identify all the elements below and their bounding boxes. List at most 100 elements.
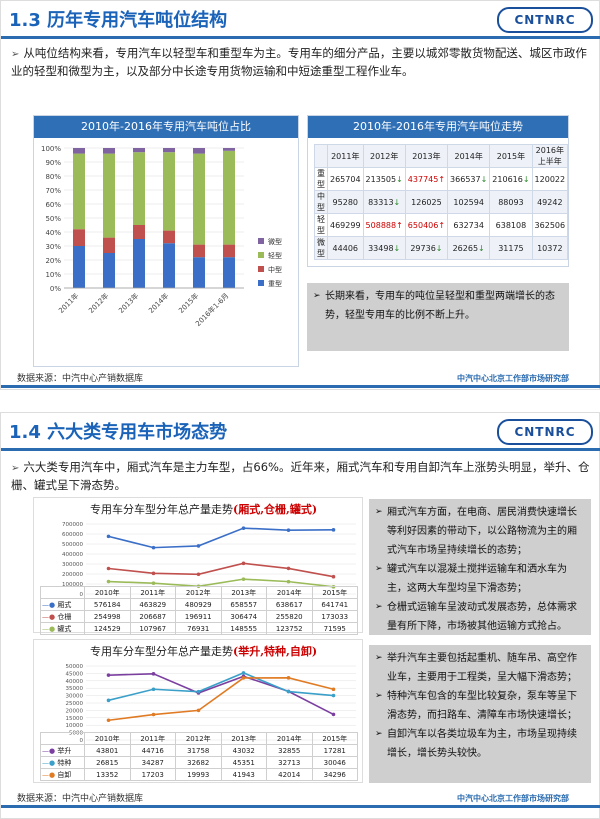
- table-cell: 10372: [531, 236, 569, 260]
- slide-six-categories: 1.4 六大类专用车市场态势 CNTNRC ➢ 六大类专用汽车中，厢式汽车是主力车…: [0, 412, 600, 819]
- table-corner: [40, 732, 85, 745]
- data-point: [331, 574, 336, 579]
- y-tick-label: 15000: [66, 716, 84, 722]
- row-label: 重型: [314, 167, 328, 191]
- data-point: [196, 572, 201, 577]
- table-header-row: 2011年 2012年 2013年 2014年 2015年 2016年上半年: [314, 144, 569, 168]
- legend-label: 中型: [268, 265, 282, 274]
- y-tick-label: 35000: [66, 686, 84, 692]
- data-label: 31758: [175, 744, 222, 757]
- arrow-down-icon: ↓: [480, 174, 488, 184]
- bullet-arrow-icon: ➢: [375, 691, 383, 701]
- y-tick-label: 20%: [45, 257, 61, 265]
- bar-segment: [133, 152, 145, 225]
- legend-swatch: [258, 266, 264, 272]
- bar-segment: [223, 244, 235, 258]
- bar-segment: [73, 148, 85, 154]
- data-label: 45351: [220, 756, 267, 769]
- bullet-content: 从吨位结构来看，专用汽车以轻型车和重型车为主。专用车的细分产品，主要以城郊零散货…: [11, 46, 587, 78]
- table-row: —● 特种 26815 34287 32682 45351 32713 30046: [40, 756, 358, 769]
- line-chart-1-table: 2010年 2011年 2012年 2013年 2014年 2015年 —● 厢式 57618…: [40, 586, 358, 635]
- bar-segment: [103, 148, 115, 154]
- data-label: 43032: [220, 744, 267, 757]
- data-source: 数据来源：中汽中心产销数据库: [17, 794, 144, 804]
- table-header-cell: 2015年: [489, 144, 533, 168]
- table-cell: 638108: [489, 213, 533, 237]
- x-tick-label: 2014年: [266, 732, 313, 745]
- data-label: 254998: [84, 610, 131, 623]
- data-point: [286, 579, 291, 584]
- note-item: ➢ 仓栅式运输车呈波动式发展态势，总体需求量有所下降，市场被其他运输方式抢占。: [375, 598, 585, 636]
- tonnage-stacked-chart: 0%10%20%30%40%50%60%70%80%90%100%2011年 20…: [41, 145, 282, 328]
- table-row: 重型 265704 213505↓ 437745↑ 366537↓ 210616↓ 1200…: [314, 167, 569, 191]
- table-cell: 126025: [404, 190, 449, 214]
- arrow-up-icon: ↑: [438, 174, 446, 184]
- x-tick-label: 2013年: [220, 586, 267, 599]
- bullet-arrow-icon: ➢: [375, 653, 383, 663]
- x-tick-label: 2015年: [311, 586, 358, 599]
- series-line: [108, 562, 334, 578]
- data-point: [286, 676, 291, 680]
- table-cell: 632734: [447, 213, 491, 237]
- bullet-arrow-icon: ➢: [11, 49, 20, 60]
- x-tick-label: 2011年: [129, 586, 176, 599]
- y-tick-label: 10000: [66, 723, 84, 729]
- cnt-logo: CNTNRC: [497, 419, 593, 445]
- series-line: [108, 677, 334, 722]
- data-point: [151, 687, 156, 692]
- data-point: [151, 545, 156, 550]
- footer-bar: [1, 385, 600, 388]
- data-point: [196, 689, 201, 694]
- data-label: 32682: [175, 756, 222, 769]
- legend-swatch-icon: —●: [42, 746, 56, 755]
- dept-label: 中汽中心北京工作部市场研究部: [457, 374, 569, 383]
- bar-segment: [193, 244, 205, 258]
- legend-label: 罐式: [55, 624, 72, 633]
- table-cell: 650406↑: [404, 213, 449, 237]
- legend-entry: —● 特种: [40, 756, 85, 769]
- y-tick-label: 40%: [45, 229, 61, 237]
- chart-1-title-prefix: 专用车分车型分年总产量走势: [90, 503, 233, 516]
- data-label: 306474: [220, 610, 267, 623]
- title-bar: 1.4 六大类专用车市场态势 CNTNRC: [1, 413, 600, 451]
- panel-title: 2010年-2016年专用汽车吨位占比: [34, 116, 298, 138]
- bullet-arrow-icon: ➢: [375, 507, 383, 517]
- data-label: 641741: [311, 598, 358, 611]
- y-tick-label: 90%: [45, 159, 61, 167]
- table-cell: 95280: [327, 190, 364, 214]
- table-cell: 49242: [531, 190, 569, 214]
- legend-entry: —● 仓栅: [40, 610, 85, 623]
- data-point: [151, 712, 156, 717]
- legend-swatch-icon: —●: [42, 758, 56, 767]
- data-label: 17281: [311, 744, 358, 757]
- chart-2-title: 专用车分车型分年总产量走势(举升,特种,自卸): [90, 643, 317, 659]
- data-label: 34296: [311, 768, 358, 781]
- data-point: [106, 566, 111, 571]
- y-tick-label: 100%: [41, 145, 61, 153]
- y-tick-label: 10%: [45, 271, 61, 279]
- x-tick-label: 2012年: [175, 732, 222, 745]
- data-point: [241, 577, 246, 581]
- bar-segment: [163, 243, 175, 288]
- legend-swatch: [258, 280, 264, 286]
- legend-label: 特种: [55, 758, 72, 767]
- bullet-arrow-icon: ➢: [11, 463, 20, 474]
- bullet-text: ➢ 六大类专用汽车中，厢式汽车是主力车型，占66%。近年来，厢式汽车和专用自卸汽车…: [11, 459, 591, 494]
- data-point: [241, 671, 246, 675]
- table-cell: 508888↑: [362, 213, 406, 237]
- data-point: [106, 718, 111, 723]
- table-row: —● 举升 43801 44716 31758 43032 32855 17281: [40, 744, 358, 757]
- bar-segment: [103, 237, 115, 253]
- note-text: 长期来看，专用车的吨位呈轻型和重型两端增长的态势，轻型专用车的比例不断上升。: [325, 291, 555, 321]
- data-point: [106, 534, 111, 539]
- chart-2-title-em: (举升,特种,自卸): [233, 645, 318, 658]
- table-row: —● 罐式 124529 107967 76931 148555 123752 71595: [40, 622, 358, 635]
- y-tick-label: 70%: [45, 187, 61, 195]
- table-cell: 29736↓: [404, 236, 449, 260]
- y-tick-label: 80%: [45, 173, 61, 181]
- bar-segment: [223, 150, 235, 245]
- y-tick-label: 300000: [62, 562, 83, 568]
- y-tick-label: 40000: [66, 679, 84, 685]
- table-cell: 33498↓: [362, 236, 406, 260]
- arrow-up-icon: ↑: [396, 220, 403, 230]
